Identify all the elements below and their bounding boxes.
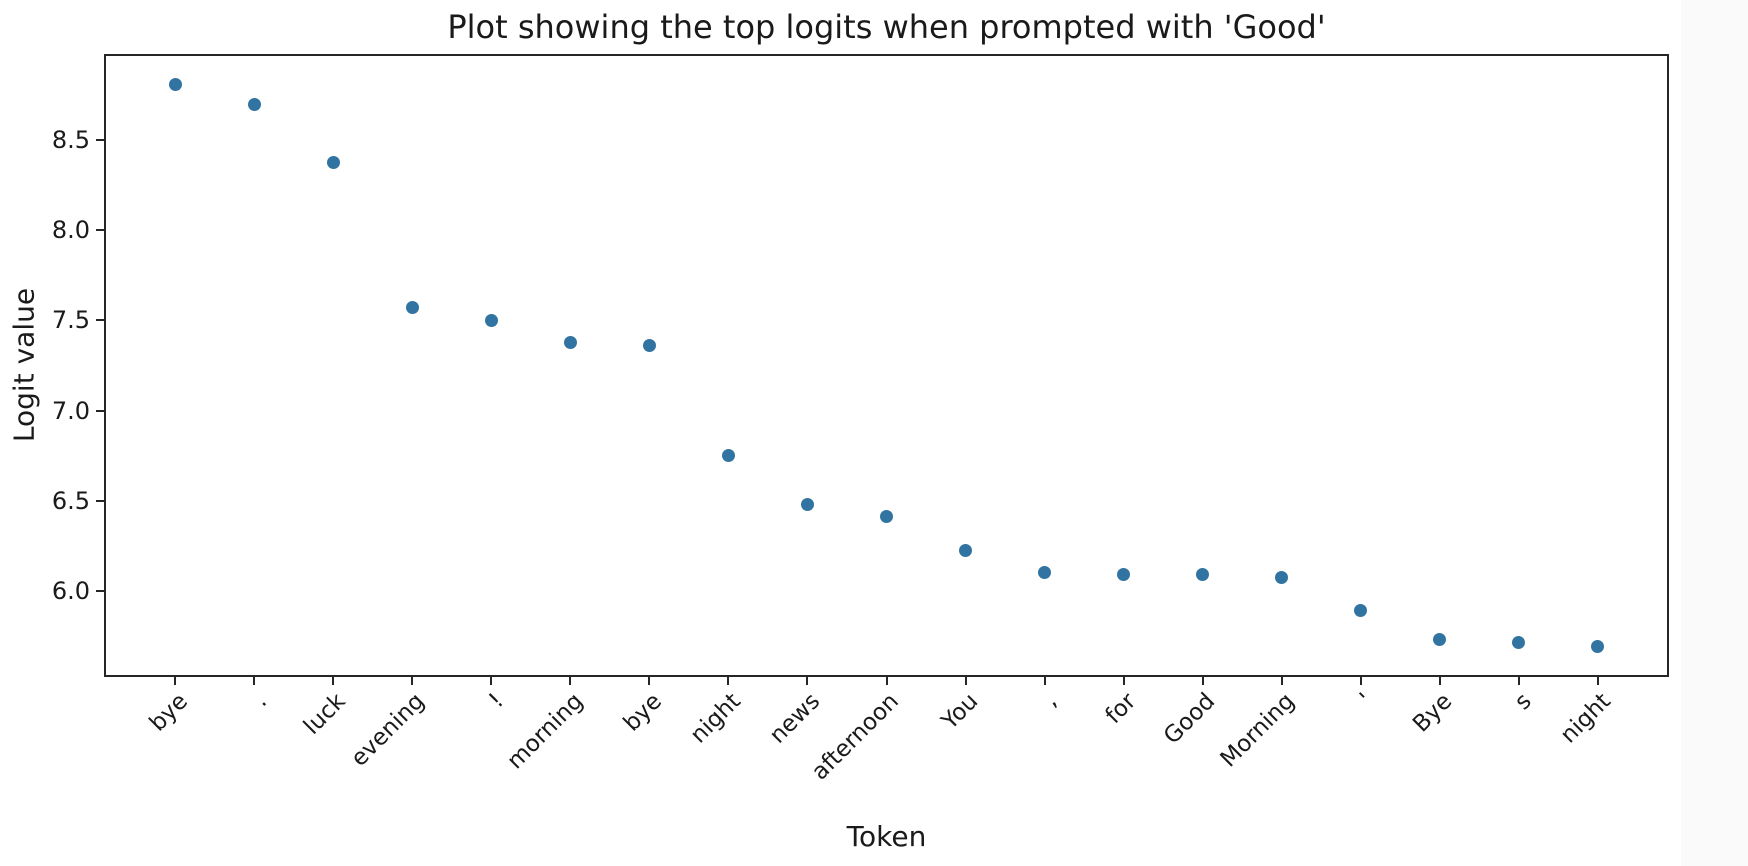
x-tick-mark [1596, 677, 1599, 685]
x-tick-mark [885, 677, 888, 685]
x-axis-label: Token [846, 820, 927, 853]
data-point [880, 510, 893, 524]
y-tick-mark [96, 589, 104, 592]
x-tick-label: Morning [1215, 688, 1300, 773]
x-tick-mark [1438, 677, 1441, 685]
data-point [800, 497, 814, 511]
data-point [247, 97, 261, 111]
y-tick-label: 7.0 [51, 396, 90, 425]
x-tick-label: evening [346, 688, 430, 772]
x-tick-mark [1280, 677, 1283, 685]
screenshot-edge-strip [1681, 0, 1748, 866]
y-tick-mark [96, 499, 104, 502]
x-tick-mark [964, 677, 967, 685]
x-tick-mark [174, 677, 177, 685]
x-tick-label: You [936, 688, 984, 735]
x-tick-label: ! [484, 688, 509, 714]
x-tick-label: bye [618, 688, 668, 737]
x-tick-mark [806, 677, 809, 685]
x-tick-mark [648, 677, 651, 685]
x-tick-mark [1201, 677, 1204, 685]
x-tick-label: luck [299, 688, 351, 740]
data-point [642, 339, 656, 353]
data-point [405, 301, 419, 315]
data-point [959, 544, 973, 558]
y-tick-mark [96, 319, 104, 322]
chart-title: Plot showing the top logits when prompte… [447, 8, 1326, 46]
x-tick-label: . [248, 688, 272, 712]
x-tick-mark [1359, 677, 1362, 685]
y-tick-mark [96, 229, 104, 232]
data-point [1038, 566, 1052, 580]
data-point [1591, 639, 1605, 653]
x-tick-mark [253, 677, 256, 685]
x-tick-mark [332, 677, 335, 685]
x-tick-label: for [1100, 688, 1142, 730]
y-tick-label: 8.5 [51, 126, 90, 155]
y-tick-label: 6.5 [51, 486, 90, 515]
x-tick-mark [490, 677, 493, 685]
data-point [1117, 567, 1131, 581]
y-tick-label: 8.0 [51, 216, 90, 245]
x-tick-label: s [1509, 688, 1537, 716]
data-point [168, 78, 182, 92]
x-tick-label: , [1038, 688, 1063, 712]
x-tick-mark [727, 677, 730, 685]
y-tick-mark [96, 409, 104, 412]
data-point [721, 449, 735, 463]
x-tick-label: night [1555, 688, 1616, 749]
x-tick-label: Bye [1408, 688, 1458, 738]
x-tick-label: night [685, 688, 747, 749]
x-tick-mark [569, 677, 572, 685]
y-tick-label: 6.0 [51, 576, 90, 605]
data-point [326, 155, 340, 169]
plot-frame [104, 54, 1669, 677]
x-tick-label: news [764, 688, 826, 749]
data-point [1196, 567, 1210, 581]
x-tick-mark [411, 677, 414, 685]
x-tick-label: Good [1159, 688, 1221, 750]
x-tick-mark [1122, 677, 1125, 685]
data-point [1354, 603, 1368, 617]
data-point [563, 335, 577, 349]
x-tick-label: bye [144, 688, 193, 737]
data-point [1275, 571, 1289, 585]
y-tick-mark [96, 139, 104, 142]
data-point [1433, 632, 1447, 646]
x-tick-mark [1517, 677, 1520, 685]
data-point [484, 313, 498, 327]
x-tick-mark [1043, 677, 1046, 685]
data-point [1512, 636, 1526, 650]
x-tick-label: ' [1355, 688, 1379, 712]
x-tick-label: morning [501, 688, 589, 775]
y-tick-label: 7.5 [51, 306, 90, 335]
